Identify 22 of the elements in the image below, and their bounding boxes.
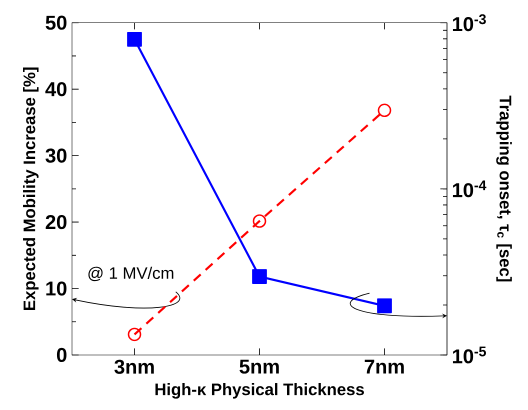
y2-tick-label: 10$^{-3}$	[452, 14, 486, 32]
point	[378, 104, 392, 118]
point	[252, 214, 266, 228]
point	[127, 32, 142, 47]
y2-axis-title: Trapping onset, τ$_{c}$ [sec]	[496, 96, 512, 282]
point	[128, 328, 142, 342]
point	[252, 269, 267, 284]
x-axis-title: High-κ Physical Thickness	[155, 383, 364, 399]
point	[377, 298, 392, 314]
annotation: @ 1 MV/cm	[88, 266, 174, 282]
y-tick-label: 40	[45, 82, 66, 96]
y-tick-label: 10	[46, 281, 66, 296]
y-tick-label: 30	[46, 148, 66, 163]
y2-tick-label: 10$^{-4}$	[452, 180, 486, 198]
y-tick-label: 20	[46, 215, 66, 230]
x-tick-label: 3nm	[114, 360, 154, 374]
x-tick-label: 7nm	[364, 360, 404, 374]
y-tick-label: 50	[46, 16, 66, 30]
y2-tick-label: 10$^{-5}$	[452, 346, 486, 364]
y-axis-title: Expected Mobility Increase [%]	[23, 68, 39, 310]
x-tick-label: 5nm	[240, 360, 279, 374]
y-tick-label: 0	[56, 348, 66, 362]
